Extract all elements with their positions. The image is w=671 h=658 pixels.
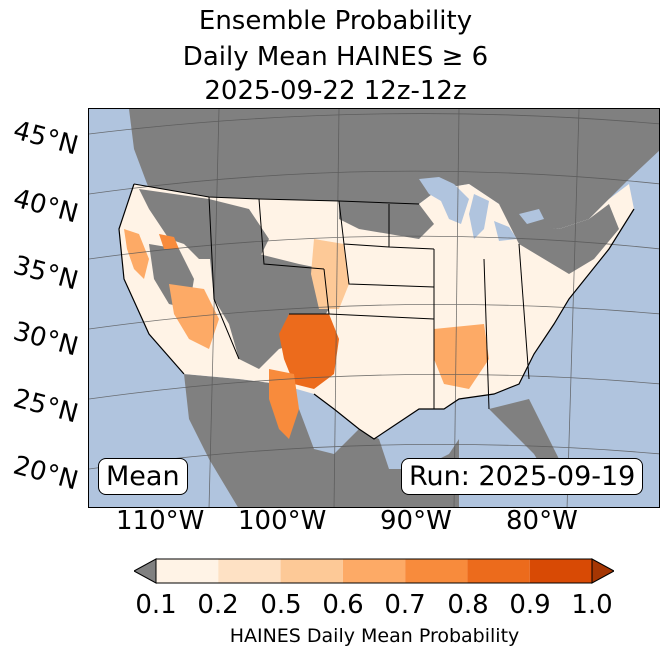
title-line-2: Daily Mean HAINES ≥ 6 bbox=[182, 42, 489, 72]
lat-label-35: 35°N bbox=[10, 250, 82, 297]
midwest-masked-region bbox=[339, 201, 434, 239]
california-prob-area bbox=[124, 229, 149, 279]
colorbar-tick-0: 0.1 bbox=[135, 590, 177, 620]
colorbar-tick-2: 0.5 bbox=[260, 590, 302, 620]
map-canvas bbox=[89, 109, 659, 507]
title-line-1: Ensemble Probability bbox=[198, 6, 473, 36]
lat-label-30: 30°N bbox=[10, 316, 82, 363]
lon-label-110: 110°W bbox=[116, 506, 205, 536]
colorbar-bin-6 bbox=[529, 559, 592, 583]
colorbar-bin-2 bbox=[280, 559, 343, 583]
colorbar-tick-6: 0.9 bbox=[509, 590, 551, 620]
colorbar-tick-1: 0.2 bbox=[197, 590, 239, 620]
northeast-masked-region bbox=[499, 204, 619, 274]
lat-label-25: 25°N bbox=[10, 383, 82, 430]
lon-label-90: 90°W bbox=[380, 506, 452, 536]
lon-label-80: 80°W bbox=[506, 506, 578, 536]
lat-label-40: 40°N bbox=[10, 183, 82, 230]
map-frame bbox=[88, 108, 660, 508]
nevada-prob-area bbox=[159, 234, 179, 249]
colorbar bbox=[134, 558, 614, 584]
new-mexico-texas-prob-area bbox=[279, 314, 339, 389]
colorbar-bin-1 bbox=[218, 559, 281, 583]
plains-prob-area bbox=[311, 239, 349, 309]
colorbar-tick-7: 1.0 bbox=[571, 590, 613, 620]
texas-west-prob-area bbox=[269, 369, 299, 439]
great-lakes bbox=[419, 177, 544, 241]
mississippi-prob-area bbox=[434, 324, 489, 389]
colorbar-tick-3: 0.6 bbox=[322, 590, 364, 620]
lon-label-100: 100°W bbox=[238, 506, 327, 536]
graticule bbox=[89, 109, 659, 507]
coastline bbox=[118, 183, 635, 440]
colorbar-over-triangle bbox=[591, 558, 614, 584]
run-label: Run: 2025-09-19 bbox=[401, 458, 644, 495]
colorbar-under-triangle bbox=[134, 558, 157, 584]
colorbar-tick-5: 0.8 bbox=[447, 590, 489, 620]
colorbar-bins bbox=[155, 558, 593, 584]
stat-label: Mean bbox=[98, 458, 188, 495]
lat-label-20: 20°N bbox=[10, 450, 82, 497]
mexico-landmass bbox=[184, 374, 459, 507]
colorbar-bin-0 bbox=[156, 559, 219, 583]
colorbar-tick-4: 0.7 bbox=[384, 590, 426, 620]
state-borders bbox=[133, 183, 530, 410]
colorbar-label: HAINES Daily Mean Probability bbox=[229, 625, 520, 647]
colorbar-bin-3 bbox=[342, 559, 406, 583]
colorbar-bin-4 bbox=[405, 559, 468, 583]
title-line-3: 2025-09-22 12z-12z bbox=[204, 76, 467, 106]
colorbar-bin-5 bbox=[467, 559, 530, 583]
lat-label-45: 45°N bbox=[10, 115, 82, 162]
